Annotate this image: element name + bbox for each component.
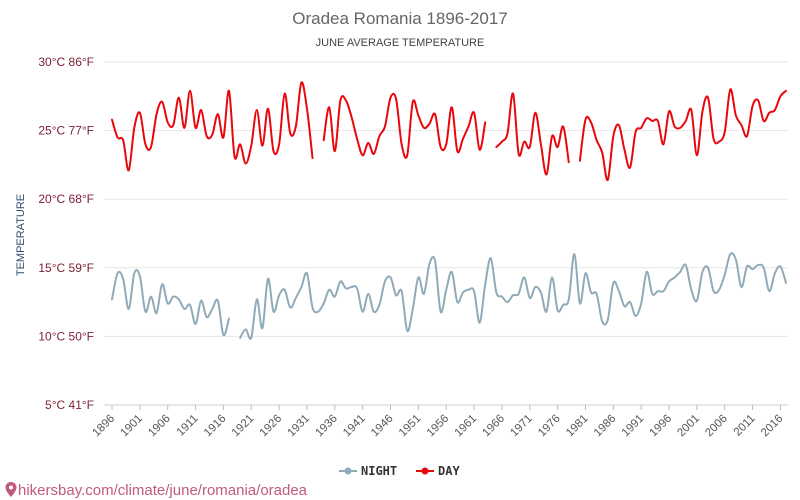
legend-item-day[interactable]: DAY <box>416 464 460 478</box>
series-day-line-segment-3 <box>495 92 570 176</box>
chart-subtitle: JUNE AVERAGE TEMPERATURE <box>316 37 485 49</box>
watermark-text[interactable]: hikersbay.com/climate/june/romania/orade… <box>18 482 308 499</box>
y-tick-label: 5°C 41°F <box>45 398 94 412</box>
y-tick-label: 10°C 50°F <box>38 329 94 343</box>
x-tick-label: 1986 <box>592 413 619 440</box>
x-tick-label: 2011 <box>732 413 758 439</box>
x-tick-label: 1991 <box>620 413 647 440</box>
y-tick-label: 20°C 68°F <box>38 192 94 206</box>
legend-night-marker <box>344 467 352 475</box>
grid <box>104 61 788 410</box>
x-tick-label: 2006 <box>703 413 730 440</box>
chart-title: Oradea Romania 1896-2017 <box>292 9 507 28</box>
x-tick-label: 1926 <box>258 413 285 440</box>
y-tick-label: 25°C 77°F <box>38 124 94 138</box>
x-tick-labels: 1896 1901 1906 1911 1916 1921 1926 1931 1936 1941… <box>91 413 786 440</box>
map-pin-icon <box>5 482 17 497</box>
x-tick-label: 1976 <box>536 413 563 440</box>
x-tick-label: 1911 <box>175 413 201 439</box>
series-night-line-segment-1 <box>111 269 230 337</box>
y-tick-label: 30°C 86°F <box>38 55 94 69</box>
x-tick-label: 1936 <box>313 413 340 440</box>
x-tick-label: 1921 <box>230 413 257 440</box>
x-tick-label: 2016 <box>759 413 786 440</box>
x-tick-label: 1951 <box>397 413 424 440</box>
legend-day-marker <box>421 467 429 475</box>
series-day-line-segment-1 <box>111 81 314 172</box>
legend-item-night[interactable]: NIGHT <box>339 464 397 478</box>
x-tick-label: 1966 <box>480 413 507 440</box>
y-axis-label: TEMPERATURE <box>15 194 27 276</box>
y-tick-labels: 30°C 86°F 25°C 77°F 20°C 68°F 15°C 59°F 10°C… <box>38 55 94 412</box>
x-tick-label: 1931 <box>285 413 312 440</box>
x-tick-label: 2001 <box>675 413 702 440</box>
legend[interactable]: NIGHT DAY <box>339 464 460 478</box>
x-tick-label: 1901 <box>118 413 145 440</box>
x-tick-label: 1946 <box>369 413 396 440</box>
watermark[interactable]: hikersbay.com/climate/june/romania/orade… <box>5 482 308 499</box>
legend-night-label: NIGHT <box>361 464 397 478</box>
legend-day-label: DAY <box>438 464 460 478</box>
x-tick-label: 1956 <box>425 413 452 440</box>
series-night-line-segment-2 <box>239 252 787 340</box>
x-tick-label: 1896 <box>91 413 118 440</box>
series-day-line-segment-4 <box>578 88 787 181</box>
x-tick-label: 1961 <box>453 413 480 440</box>
x-tick-label: 1981 <box>564 413 591 440</box>
x-tick-label: 1906 <box>146 413 173 440</box>
x-tick-label: 1916 <box>202 413 229 440</box>
series-lines <box>111 81 787 340</box>
x-tick-label: 1941 <box>341 413 368 440</box>
y-tick-label: 15°C 59°F <box>38 261 94 275</box>
x-tick-label: 1971 <box>508 413 535 440</box>
x-tick-label: 1996 <box>648 413 675 440</box>
series-day-line-segment-2 <box>322 92 487 159</box>
